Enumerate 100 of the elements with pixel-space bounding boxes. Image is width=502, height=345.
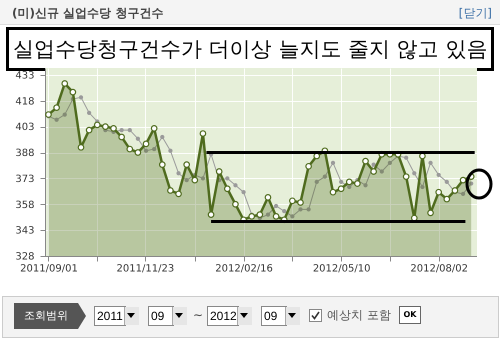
point [362,158,369,164]
point [305,162,312,170]
text: 09 [148,306,174,326]
point [225,176,230,180]
point [232,200,239,208]
text: 09 [261,306,287,326]
point [87,110,92,115]
y-tick-label: 373 [15,174,34,185]
point [200,176,206,180]
text: 2012 [207,306,239,326]
point [152,146,156,152]
text: 예상치 포함 [327,307,391,324]
point [297,199,304,206]
point [184,178,189,182]
point [306,207,311,212]
x-tick-label: 2011/09/01 [20,264,78,274]
point [330,160,336,165]
point [150,125,158,132]
point [388,160,392,165]
point [282,209,286,214]
point [338,185,344,192]
point [443,196,450,202]
point [404,156,408,160]
y-tick-label: 328 [15,252,34,262]
point [363,183,368,188]
y-tick-label: 388 [15,148,34,160]
point [224,185,231,192]
point [94,122,101,128]
chart-title: (미)신규 실업수당 청구건수 [12,5,164,22]
point [469,181,474,186]
point [380,169,384,174]
point [233,183,238,188]
y-tick-label: 358 [15,200,34,211]
point [45,111,52,118]
point [61,80,68,87]
x-tick-label: 2012/08/02 [410,264,468,274]
point [144,148,148,153]
point [200,130,206,137]
x-tick-label: 2012/02/16 [215,264,273,274]
point [436,172,441,178]
point [272,212,280,220]
point [435,188,442,196]
point [256,211,264,218]
point [53,104,60,112]
text: OK [399,306,421,324]
x-tick-label: 2011/11/23 [116,264,174,274]
point [460,192,466,196]
point [330,188,336,196]
point [354,180,361,187]
y-tick-label: 403 [15,122,34,134]
text: 조회범위 [14,303,78,329]
point [126,146,134,152]
point [120,128,124,132]
point [241,190,246,194]
point [420,184,425,190]
point [460,176,466,184]
point [78,95,84,100]
point [298,207,303,212]
point [167,187,174,194]
point [160,134,164,140]
point [134,149,142,156]
point [264,194,272,201]
point [128,128,132,132]
point [176,171,181,176]
point [142,140,150,148]
point [62,112,67,117]
point [78,144,84,151]
point [168,148,173,153]
point [289,197,296,204]
point [347,184,352,190]
x-tick-label: 2012/05/10 [312,264,370,274]
y-tick-label: 433 [15,70,34,82]
point [208,211,214,218]
point [183,161,190,168]
text: [닫기] [458,5,492,22]
point [175,190,182,198]
text: ~ [193,308,204,322]
point [444,180,449,184]
point [266,212,270,217]
point [412,171,416,176]
point [118,134,125,140]
point [191,176,198,184]
point [428,160,433,165]
point [370,168,377,175]
point [158,161,166,168]
point [70,88,76,96]
point [216,168,223,175]
point [248,212,256,220]
point [274,204,278,208]
point [86,126,92,134]
y-tick-label: 343 [15,226,34,237]
text: 2011 [94,306,126,326]
point [136,136,140,141]
point [54,118,59,122]
point [102,123,109,130]
point [346,178,353,186]
point [452,187,458,194]
point [290,214,294,218]
y-tick-label: 418 [15,96,34,108]
point [427,210,434,216]
